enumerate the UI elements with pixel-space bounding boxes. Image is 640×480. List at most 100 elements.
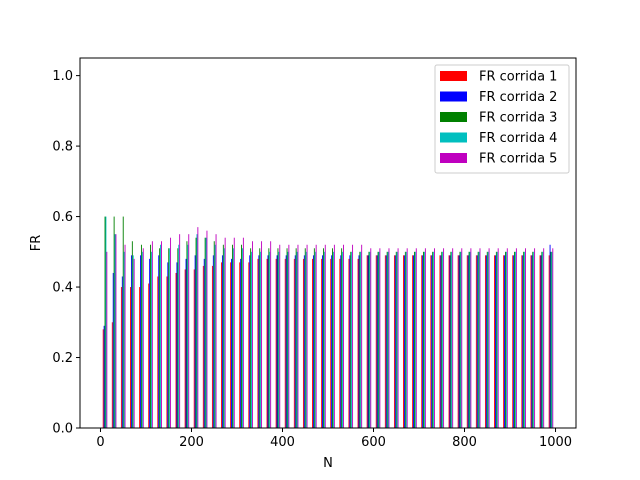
bar	[486, 251, 488, 428]
bar	[512, 255, 514, 428]
bar	[341, 248, 343, 428]
bar	[340, 255, 342, 428]
x-tick-label: 1000	[539, 435, 572, 450]
bar	[443, 248, 445, 428]
legend-label: FR corrida 2	[479, 90, 557, 105]
bar	[434, 248, 435, 428]
bar	[552, 248, 554, 428]
bar	[259, 248, 261, 428]
bar	[466, 255, 468, 428]
bar	[350, 251, 352, 428]
bar	[158, 255, 160, 428]
bar	[241, 244, 242, 428]
bar	[551, 251, 553, 428]
bar	[293, 258, 295, 428]
bar	[204, 237, 206, 428]
bar	[205, 237, 207, 428]
bar	[370, 248, 372, 428]
bar	[397, 248, 399, 428]
bar	[130, 287, 131, 428]
bar	[368, 251, 370, 428]
bar	[431, 255, 433, 428]
bar	[449, 255, 451, 428]
bar	[224, 237, 226, 428]
bar	[202, 265, 204, 428]
bar	[458, 255, 460, 428]
y-axis: 0.0 0.2 0.4 0.6 0.8 1.0	[52, 69, 80, 437]
bar	[211, 265, 213, 428]
bar	[150, 251, 152, 428]
bar	[240, 258, 242, 428]
bar	[249, 255, 251, 428]
bar	[532, 251, 534, 428]
bar	[157, 276, 159, 428]
bar	[250, 248, 252, 428]
legend-entries: FR corrida 1 FR corrida 2 FR corrida 3 FR c…	[440, 70, 557, 167]
bar	[413, 255, 414, 428]
bar	[322, 255, 323, 428]
bar	[260, 251, 262, 428]
bar	[441, 251, 443, 428]
bar	[105, 216, 107, 428]
bar	[352, 244, 354, 428]
bar	[303, 255, 305, 428]
bar	[452, 248, 454, 428]
bar	[195, 237, 197, 428]
bar	[193, 269, 195, 428]
bar	[222, 244, 224, 428]
bar	[331, 255, 333, 428]
bar	[131, 241, 133, 428]
bar	[403, 255, 404, 428]
bar	[231, 258, 232, 428]
bar	[543, 248, 545, 428]
bar	[312, 255, 314, 428]
legend-swatch	[440, 112, 467, 122]
series-group	[104, 216, 552, 428]
bar	[330, 258, 332, 428]
bar	[513, 255, 515, 428]
bar	[321, 258, 323, 428]
bar	[524, 251, 526, 428]
bar	[393, 255, 395, 428]
bar	[267, 255, 269, 428]
x-tick-label: 200	[179, 435, 204, 450]
bar	[296, 251, 298, 428]
x-axis: 0 200 400 600 800 1000	[96, 428, 572, 450]
bar	[188, 234, 190, 428]
bar	[231, 244, 233, 428]
y-tick-label: 0.4	[52, 281, 73, 296]
bar	[460, 251, 462, 428]
bar	[197, 227, 199, 428]
legend-swatch	[440, 71, 467, 81]
bar	[469, 251, 471, 428]
bar	[203, 258, 205, 428]
bar	[102, 329, 104, 428]
bar	[376, 255, 378, 428]
bar	[323, 251, 325, 428]
bar	[114, 234, 116, 428]
bar	[332, 248, 334, 428]
bar	[495, 255, 496, 428]
legend-label: FR corrida 4	[479, 131, 557, 146]
bar	[196, 234, 198, 428]
x-tick-label: 0	[96, 435, 104, 450]
bar	[106, 251, 108, 428]
bar	[103, 325, 105, 428]
bar	[121, 276, 123, 428]
bar	[448, 255, 450, 428]
bar	[424, 248, 426, 428]
bars-layer	[102, 216, 554, 428]
bar	[176, 262, 178, 428]
bar	[375, 255, 377, 428]
bar	[358, 255, 360, 428]
bar	[313, 248, 315, 428]
bar	[261, 241, 263, 428]
legend-frame	[434, 64, 570, 174]
y-tick-label: 0.6	[52, 210, 73, 225]
bar	[315, 244, 317, 428]
bar	[161, 241, 162, 428]
bar	[221, 255, 223, 428]
bar	[276, 255, 278, 428]
bar	[322, 248, 324, 428]
